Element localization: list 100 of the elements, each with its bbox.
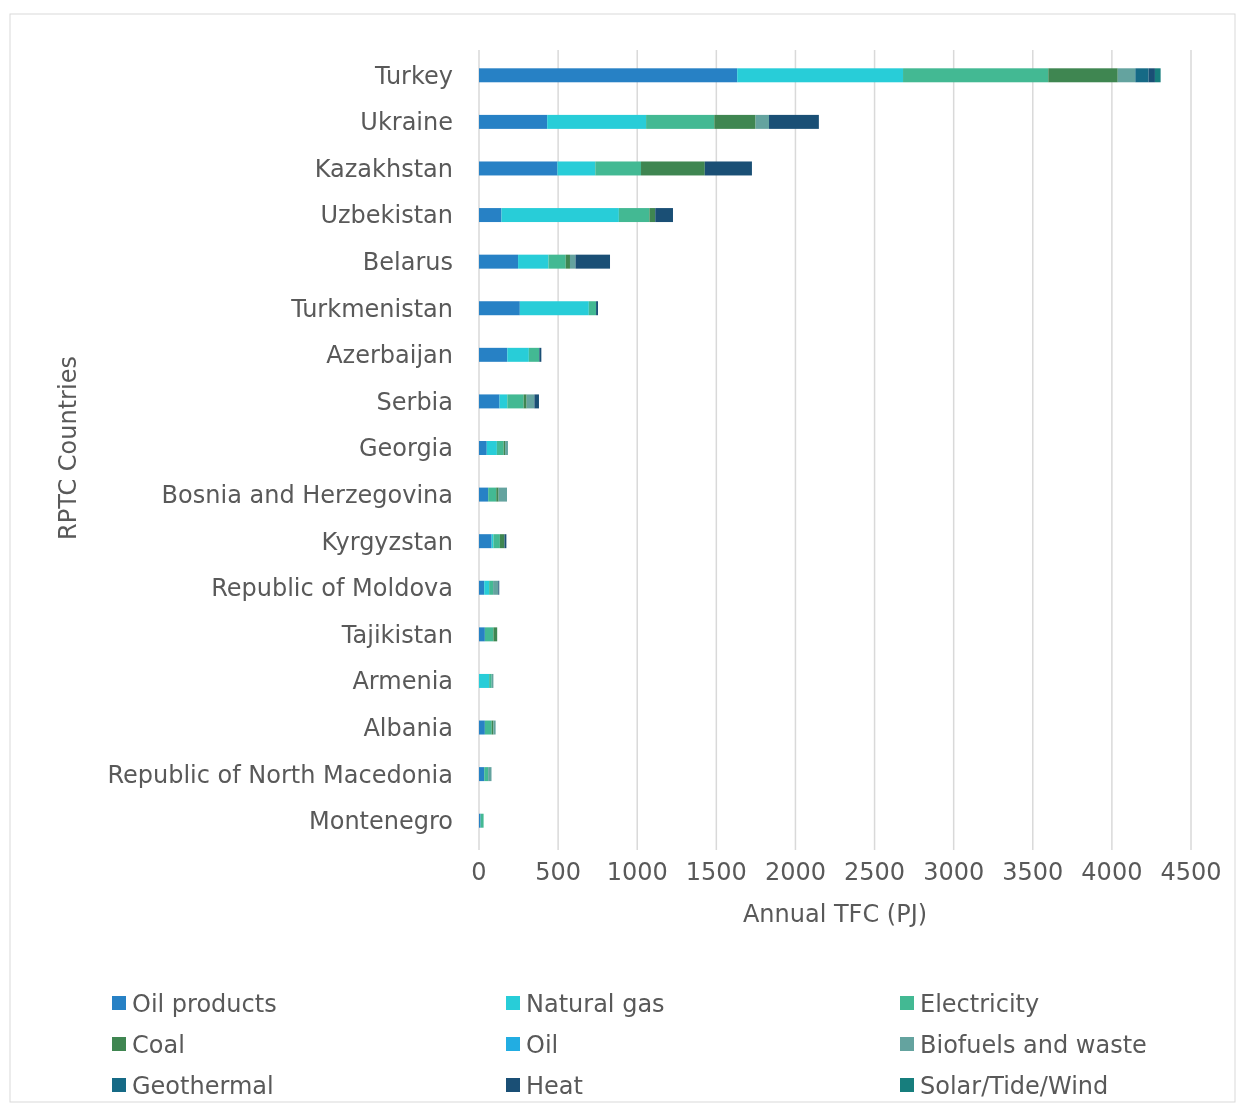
bar — [479, 767, 485, 782]
bar — [755, 114, 770, 129]
legend-label: Biofuels and waste — [920, 1031, 1147, 1060]
bar — [479, 580, 485, 595]
legend-label: Natural gas — [526, 990, 665, 1019]
bar — [737, 68, 904, 83]
bar — [488, 487, 497, 502]
legend-label: Oil products — [132, 990, 277, 1019]
bar — [498, 487, 508, 502]
bar — [548, 254, 566, 269]
bar — [493, 580, 499, 595]
y-tick-label: Albania — [363, 713, 453, 742]
bar — [493, 534, 500, 549]
bar — [575, 254, 611, 269]
y-tick-label: Armenia — [352, 667, 453, 696]
bar — [493, 627, 498, 642]
bar — [704, 161, 752, 176]
bar — [903, 68, 1049, 83]
bar — [518, 254, 549, 269]
bar — [479, 208, 502, 223]
bar — [479, 114, 548, 129]
x-tick-label: 3000 — [923, 858, 985, 886]
bar — [479, 394, 500, 409]
x-tick-label: 500 — [535, 858, 582, 886]
x-tick-label: 4000 — [1081, 858, 1143, 886]
y-tick-label: Tajikistan — [340, 620, 453, 649]
x-tick-label: 1500 — [685, 858, 747, 886]
bar — [496, 487, 499, 502]
bar — [486, 441, 497, 455]
y-tick-label: Republic of Moldova — [211, 574, 453, 603]
y-tick-label: Azerbaijan — [326, 341, 453, 370]
bar — [479, 301, 520, 316]
bar — [714, 114, 756, 129]
bar — [618, 208, 650, 223]
bar — [484, 627, 494, 642]
bar — [479, 347, 508, 362]
bar — [534, 394, 539, 409]
bar — [479, 68, 738, 83]
bar — [484, 720, 492, 735]
bar — [646, 114, 715, 129]
y-tick-label: Kyrgyzstan — [321, 527, 453, 556]
bar — [655, 208, 673, 223]
legend-label: Coal — [132, 1031, 185, 1060]
bar — [484, 767, 489, 782]
bar — [507, 347, 529, 362]
bar — [501, 208, 619, 223]
bar — [588, 301, 597, 316]
x-tick-label: 2000 — [764, 858, 826, 886]
bar — [547, 114, 647, 129]
y-tick-label: Belarus — [362, 248, 453, 277]
bar — [528, 347, 540, 362]
y-tick-label: Ukraine — [360, 108, 453, 137]
bar — [539, 347, 542, 362]
bar — [499, 394, 508, 409]
bar — [479, 627, 485, 642]
y-tick-label: Turkmenistan — [290, 294, 453, 323]
bar — [496, 441, 504, 455]
x-tick-label: 4500 — [1160, 858, 1222, 886]
bar — [649, 208, 656, 223]
legend-label: Heat — [526, 1072, 583, 1101]
y-tick-label: Uzbekistan — [320, 201, 453, 230]
bar — [523, 394, 527, 409]
bar — [479, 534, 492, 549]
x-tick-label: 2500 — [844, 858, 906, 886]
bar — [479, 161, 558, 176]
y-tick-label: Turkey — [373, 61, 453, 90]
bar — [479, 254, 519, 269]
bar — [484, 580, 490, 595]
x-tick-label: 3500 — [1002, 858, 1064, 886]
legend-label: Solar/Tide/Wind — [920, 1072, 1109, 1101]
y-tick-label: Georgia — [358, 434, 453, 463]
bar — [595, 161, 642, 176]
bar — [1117, 68, 1136, 83]
bar — [641, 161, 705, 176]
x-tick-label: 1000 — [606, 858, 668, 886]
bar — [519, 301, 589, 316]
bar — [1135, 68, 1149, 83]
bar — [479, 673, 490, 688]
bar — [526, 394, 535, 409]
y-axis-title: RPTC Countries — [54, 356, 82, 540]
bar — [769, 114, 819, 129]
bar — [507, 394, 524, 409]
legend-label: Oil — [526, 1031, 559, 1060]
bar — [565, 254, 570, 269]
bar — [1048, 68, 1118, 83]
y-tick-label: Kazakhstan — [314, 154, 453, 183]
y-tick-label: Montenegro — [308, 807, 453, 836]
y-tick-label: Serbia — [376, 387, 453, 416]
x-tick-label: 0 — [471, 858, 487, 886]
y-tick-label: Republic of North Macedonia — [107, 760, 453, 789]
legend-label: Electricity — [920, 990, 1040, 1019]
bar — [1154, 68, 1161, 83]
bar — [569, 254, 576, 269]
bar — [479, 487, 489, 502]
bar — [479, 720, 485, 735]
bar — [488, 767, 492, 782]
y-tick-label: Bosnia and Herzegovina — [161, 480, 453, 509]
bar — [1148, 68, 1155, 83]
bar — [489, 580, 494, 595]
legend-label: Geothermal — [132, 1072, 274, 1101]
